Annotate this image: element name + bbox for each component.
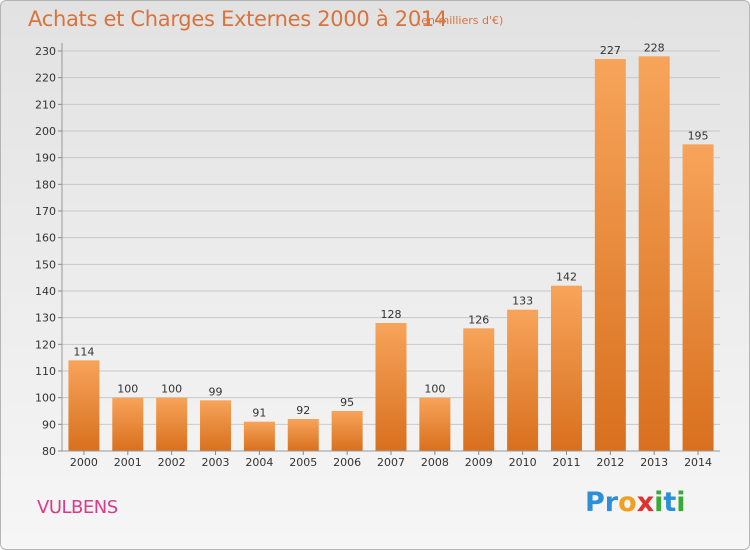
bar-value-label: 100	[161, 383, 182, 396]
x-tick-label: 2008	[421, 456, 449, 469]
y-tick-label: 190	[35, 152, 56, 165]
x-tick-label: 2012	[596, 456, 624, 469]
logo-letter: o	[618, 487, 637, 518]
x-tick-label: 2011	[552, 456, 580, 469]
x-tick-label: 2003	[202, 456, 230, 469]
bar-value-label: 91	[252, 407, 266, 420]
bar	[594, 59, 626, 451]
y-tick-label: 80	[42, 445, 56, 458]
y-tick-label: 140	[35, 285, 56, 298]
bar-value-label: 92	[296, 404, 310, 417]
y-tick-label: 100	[35, 392, 56, 405]
chart-title: Achats et Charges Externes 2000 à 2014	[28, 7, 448, 31]
bar	[287, 419, 319, 451]
x-tick-label: 2001	[114, 456, 142, 469]
bar	[68, 360, 100, 451]
logo-letter: r	[604, 487, 619, 518]
labels: 8090100110120130140150160170180190200210…	[35, 41, 712, 469]
bar	[112, 397, 144, 451]
bar	[682, 144, 714, 452]
x-tick-label: 2014	[684, 456, 712, 469]
bar-value-label: 142	[556, 271, 577, 284]
bar-value-label: 195	[688, 129, 709, 142]
bar-value-label: 133	[512, 295, 533, 308]
y-tick-label: 170	[35, 205, 56, 218]
bar	[419, 397, 451, 451]
bar	[375, 323, 407, 451]
bar	[507, 309, 539, 451]
x-tick-label: 2009	[465, 456, 493, 469]
bar-value-label: 126	[468, 313, 489, 326]
y-tick-label: 160	[35, 232, 56, 245]
axes	[58, 43, 720, 455]
bar-value-label: 99	[209, 385, 223, 398]
bars	[68, 56, 714, 452]
bar	[331, 411, 363, 451]
bar-value-label: 95	[340, 396, 354, 409]
y-tick-label: 110	[35, 365, 56, 378]
bar-value-label: 227	[600, 44, 621, 57]
x-tick-label: 2007	[377, 456, 405, 469]
proxiti-logo: Proxiti	[585, 487, 686, 518]
x-tick-label: 2005	[289, 456, 317, 469]
bar	[156, 397, 188, 451]
bar-value-label: 114	[73, 345, 94, 358]
chart-subtitle: (en milliers d'€)	[417, 14, 504, 27]
x-tick-label: 2002	[158, 456, 186, 469]
y-tick-label: 220	[35, 72, 56, 85]
bar-value-label: 128	[381, 308, 402, 321]
place-name: VULBENS	[37, 497, 118, 518]
x-tick-label: 2004	[245, 456, 273, 469]
bar	[243, 421, 275, 451]
y-tick-label: 120	[35, 338, 56, 351]
y-tick-label: 150	[35, 258, 56, 271]
y-tick-label: 130	[35, 312, 56, 325]
y-tick-label: 230	[35, 45, 56, 58]
bar-value-label: 228	[644, 41, 665, 54]
bar	[638, 56, 670, 451]
x-tick-label: 2006	[333, 456, 361, 469]
y-tick-label: 200	[35, 125, 56, 138]
logo-letter: i	[676, 487, 686, 518]
y-tick-label: 180	[35, 178, 56, 191]
bar-value-label: 100	[424, 383, 445, 396]
x-tick-label: 2000	[70, 456, 98, 469]
x-tick-label: 2013	[640, 456, 668, 469]
logo-letter: P	[585, 487, 605, 518]
logo-letter: x	[636, 487, 655, 518]
y-tick-label: 210	[35, 98, 56, 111]
logo-letter: i	[654, 487, 664, 518]
y-tick-label: 90	[42, 418, 56, 431]
bar-value-label: 100	[117, 383, 138, 396]
logo-letter: t	[663, 487, 677, 518]
bar	[550, 285, 582, 451]
x-tick-label: 2010	[509, 456, 537, 469]
bar	[200, 400, 232, 451]
bar	[463, 328, 495, 451]
